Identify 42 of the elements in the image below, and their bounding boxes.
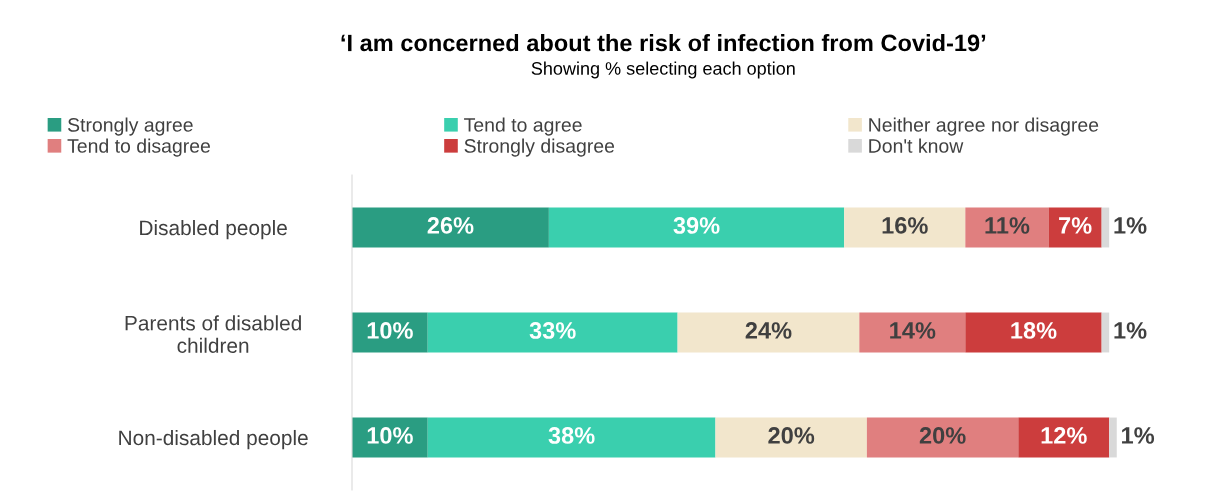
data-label: 10% [367, 427, 413, 444]
y-tick-label: Parents of disabled children [125, 315, 301, 353]
bar [1101, 312, 1110, 353]
bar [844, 207, 966, 248]
data-label: 38% [548, 427, 595, 444]
legend-label: Tend to agree [464, 117, 582, 136]
data-label: 20% [919, 427, 966, 444]
bar [965, 312, 1102, 353]
bar [427, 312, 678, 353]
data-label: 24% [745, 322, 792, 339]
bar [1109, 417, 1117, 458]
bar [352, 207, 549, 248]
bar [427, 417, 716, 458]
bar [677, 312, 860, 353]
legend-label: Tend to disagree [67, 138, 210, 157]
bar [548, 207, 845, 248]
data-label: 33% [529, 322, 576, 339]
y-tick-label: Disabled people [140, 219, 287, 240]
bar [1101, 207, 1110, 248]
data-label: 18% [1011, 322, 1057, 339]
data-label: 16% [882, 217, 928, 234]
legend-label: Neither agree nor disagree [869, 117, 1099, 136]
data-label: 20% [768, 427, 815, 444]
legend-label: Don't know [869, 138, 964, 153]
data-label: 26% [427, 217, 474, 234]
data-label: 1% [1114, 322, 1147, 339]
legend-label: Strongly agree [67, 117, 193, 136]
data-label: 7% [1059, 217, 1092, 234]
bar [715, 417, 867, 458]
bar [866, 417, 1019, 458]
chart-title: ‘I am concerned about the risk of infection from Covid-19’ [341, 34, 986, 52]
data-label: 1% [1122, 427, 1155, 444]
data-label: 1% [1114, 217, 1147, 234]
data-label: 11% [985, 217, 1030, 234]
bar [859, 312, 966, 353]
chart-subtitle: Showing % selecting each option [531, 61, 795, 79]
data-label: 14% [890, 322, 936, 339]
y-tick-label: Non-disabled people [119, 429, 308, 450]
legend-label: Strongly disagree [464, 138, 615, 157]
data-label: 12% [1041, 427, 1087, 444]
data-label: 39% [673, 217, 720, 234]
data-label: 10% [367, 322, 413, 339]
